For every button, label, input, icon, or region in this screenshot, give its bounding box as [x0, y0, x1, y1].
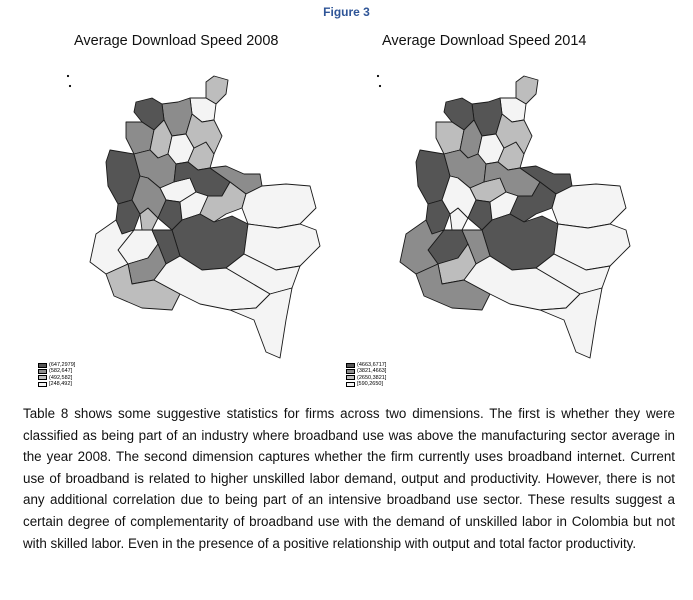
island-marker [68, 84, 72, 88]
legend-item: (582,647] [38, 368, 75, 374]
legend-label: (4663,6717] [357, 362, 387, 368]
department-region [551, 183, 627, 229]
legend-2008: (647,2979] (582,647] (492,582] [248,492] [38, 362, 75, 387]
legend-swatch [346, 368, 355, 374]
island-marker [376, 74, 380, 78]
department-region [495, 113, 533, 155]
department-region [89, 219, 135, 275]
department-region [399, 219, 445, 275]
choropleth-map-2008 [66, 74, 321, 359]
legend-label: (492,582] [49, 374, 73, 381]
legend-swatch [346, 362, 355, 368]
department-region [241, 183, 317, 229]
legend-item: (4663,6717] [346, 362, 386, 368]
legend-item: (647,2979] [38, 362, 75, 368]
legend-item: [590,2650] [346, 381, 386, 387]
legend-swatch [346, 381, 355, 387]
legend-swatch [38, 368, 47, 374]
legend-item: (492,582] [38, 375, 75, 381]
map-title-2014: Average Download Speed 2014 [382, 33, 587, 49]
department-region [539, 287, 603, 359]
legend-label: [248,492] [49, 380, 72, 387]
department-region [229, 287, 293, 359]
legend-label: (647,2979] [49, 362, 76, 368]
island-marker [378, 84, 382, 88]
legend-swatch [346, 375, 355, 381]
legend-item: (3821,4663] [346, 368, 386, 374]
legend-label: (3821,4663] [357, 368, 387, 375]
legend-swatch [38, 381, 47, 387]
department-region [185, 113, 223, 155]
choropleth-map-2014 [376, 74, 631, 359]
legend-item: (2650,3821] [346, 375, 386, 381]
legend-label: (582,647] [49, 368, 73, 375]
legend-swatch [38, 375, 47, 381]
legend-swatch [38, 362, 47, 368]
legend-item: [248,492] [38, 381, 75, 387]
island-marker [66, 74, 70, 78]
legend-label: (2650,3821] [357, 374, 387, 381]
legend-2014: (4663,6717] (3821,4663] (2650,3821] [590… [346, 362, 386, 387]
legend-label: [590,2650] [357, 380, 383, 387]
body-paragraph: Table 8 shows some suggestive statistics… [23, 406, 675, 551]
figure-label: Figure 3 [323, 5, 370, 19]
map-title-2008: Average Download Speed 2008 [74, 33, 279, 49]
